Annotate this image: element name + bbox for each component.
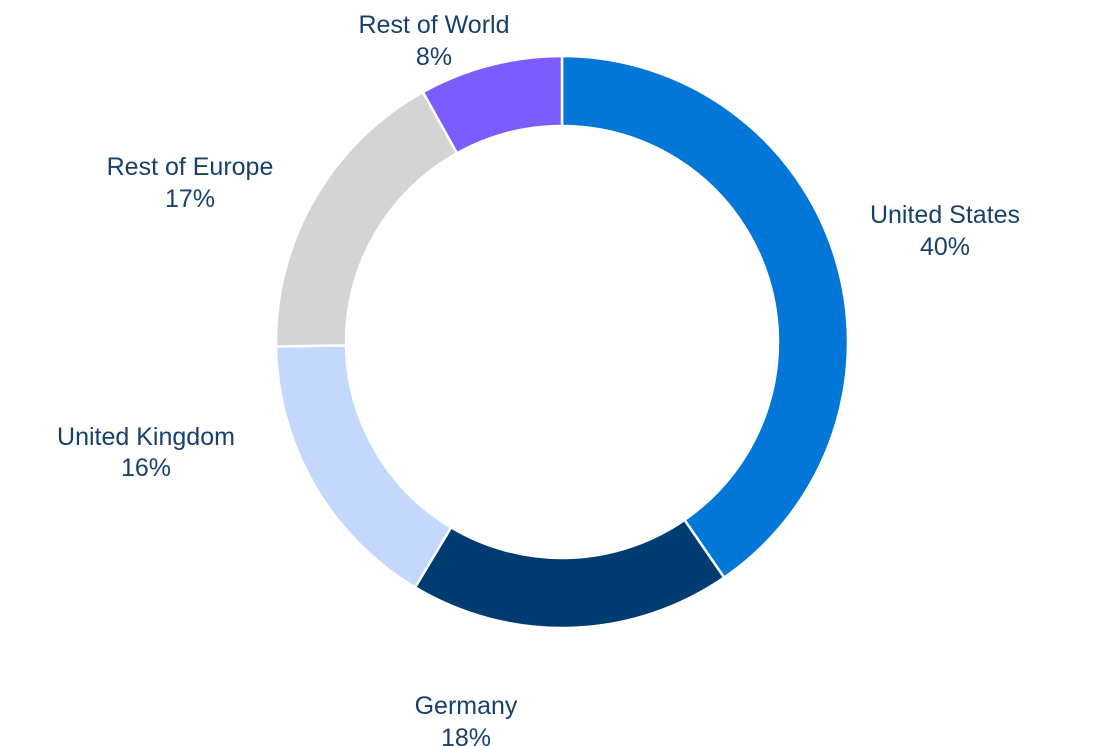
slice-rest-of-world (421, 54, 564, 155)
slice-label-name: United Kingdom (57, 423, 235, 451)
slice-label-united-kingdom: United Kingdom 16% (57, 423, 235, 482)
slice-label-value: 8% (416, 43, 452, 71)
slice-label-name: Rest of World (359, 11, 510, 39)
slice-label-rest-of-europe: Rest of Europe 17% (107, 153, 274, 213)
slice-label-rest-of-world: Rest of World 8% (359, 11, 510, 71)
slice-label-name: United States (870, 201, 1020, 229)
slice-label-value: 17% (165, 185, 215, 213)
donut-slices (274, 54, 850, 630)
slice-rest-of-europe (274, 90, 459, 348)
slice-label-united-states: United States 40% (870, 201, 1020, 261)
slice-label-germany: Germany 18% (415, 692, 518, 746)
slice-label-value: 40% (920, 233, 970, 261)
slice-label-name: Rest of Europe (107, 153, 274, 181)
slice-united-kingdom (274, 344, 453, 589)
slice-label-value: 18% (441, 724, 491, 746)
slice-label-value: 16% (121, 454, 171, 482)
slice-label-name: Germany (415, 692, 518, 720)
slice-united-states (560, 54, 850, 579)
slice-germany (413, 518, 726, 630)
